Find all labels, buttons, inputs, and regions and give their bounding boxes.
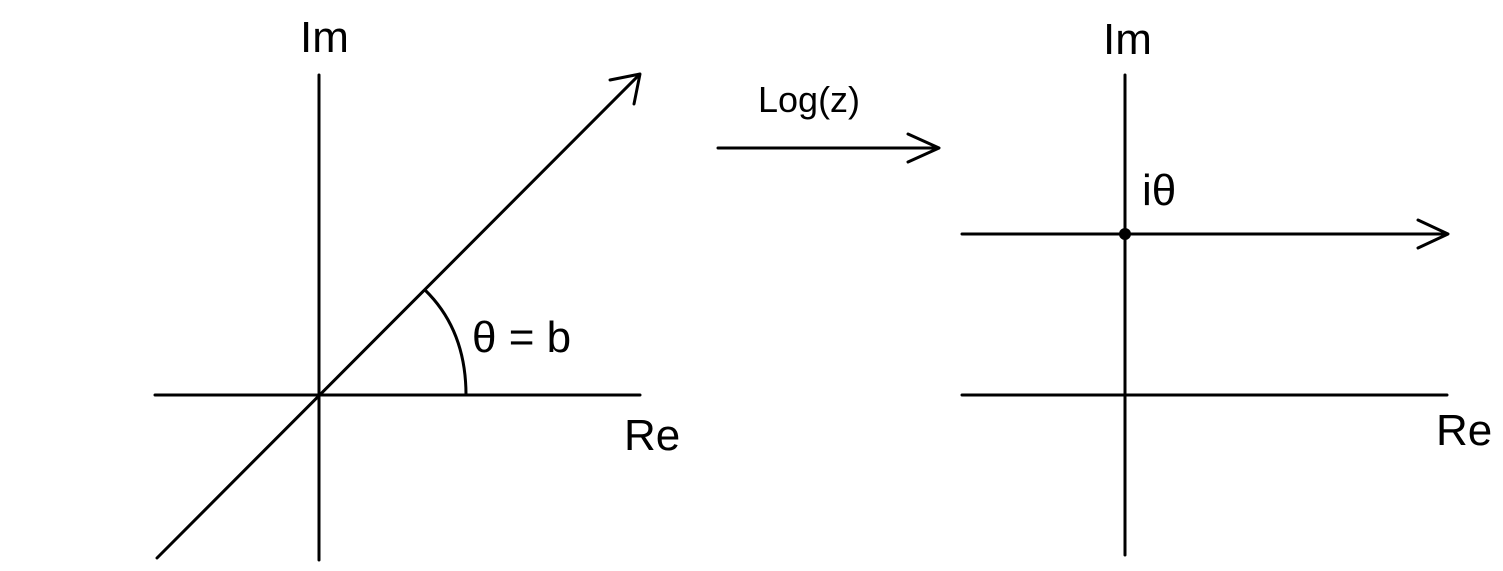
mapping-arrowhead [906,132,941,164]
right-re-label: Re [1436,406,1492,455]
mapping-arrow: Log(z) [716,79,941,164]
i-theta-point [1119,228,1131,240]
left-ray-arrowhead [608,72,642,106]
mapping-label: Log(z) [758,79,860,120]
right-plane: Im Re iθ [960,15,1492,557]
right-im-label: Im [1103,15,1152,64]
angle-label: θ = b [472,313,571,362]
point-label: iθ [1142,166,1176,215]
angle-arc [423,288,468,397]
image-line-arrowhead [1416,218,1450,250]
left-ray-line [155,74,640,560]
left-im-label: Im [300,13,349,62]
left-re-label: Re [624,411,680,460]
left-plane: Im Re θ = b [153,13,680,562]
